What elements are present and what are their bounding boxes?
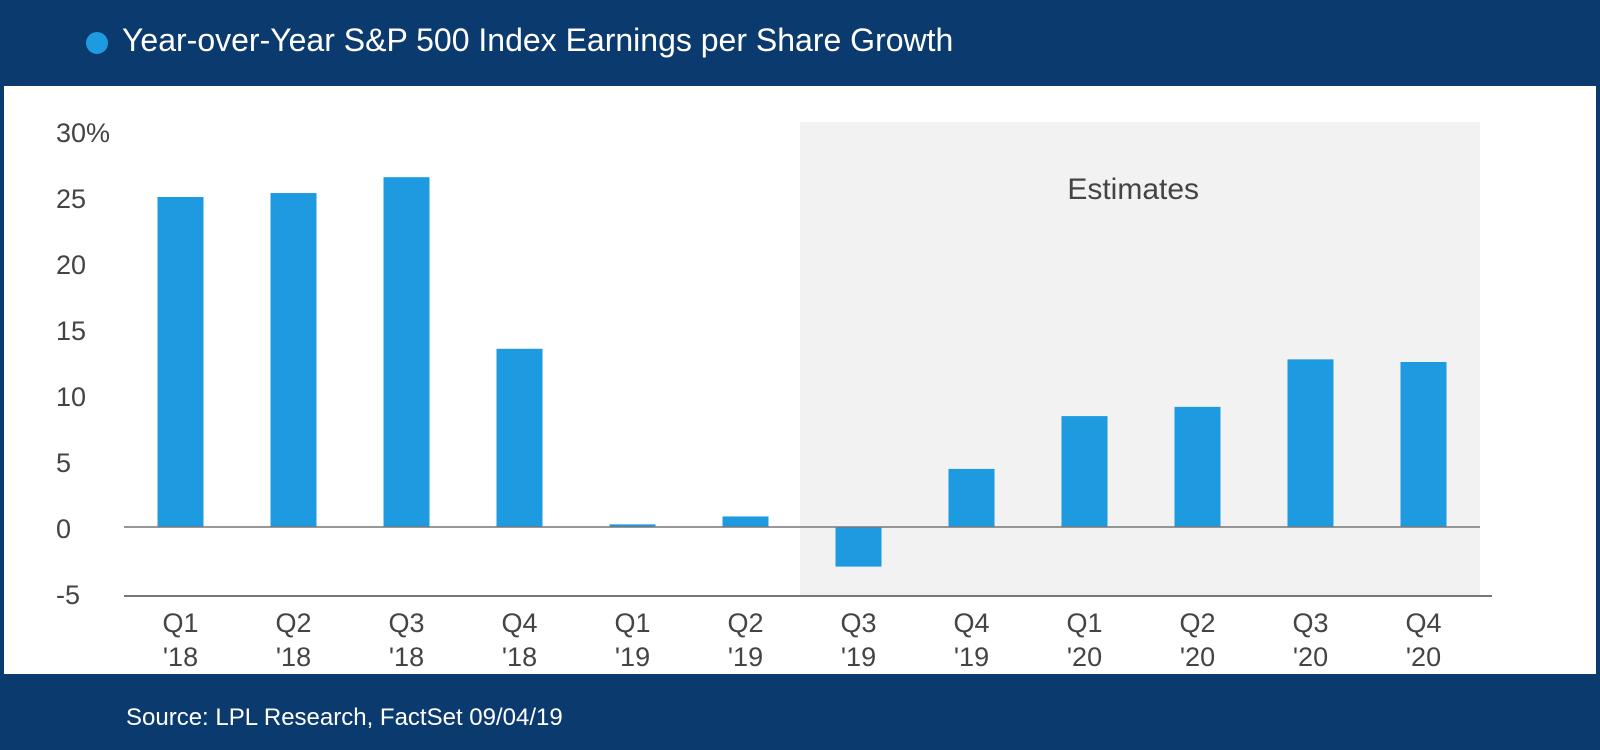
x-tick-label-quarter: Q1	[614, 608, 650, 638]
bar	[1174, 406, 1221, 527]
chart-panel: Estimates -5 0 5 10 15 20 25 30% Q1 '18 Q2 '18 Q3 '18 Q…	[4, 86, 1596, 674]
x-tick-label-year: '20	[1293, 642, 1328, 672]
x-tick-label-quarter: Q4	[501, 608, 537, 638]
x-tick-label-year: '18	[163, 642, 198, 672]
x-tick-label-quarter: Q1	[1066, 608, 1102, 638]
x-tick-label-year: '19	[728, 642, 763, 672]
y-tick-label: 20	[56, 250, 86, 280]
header-bar: Year-over-Year S&P 500 Index Earnings pe…	[0, 0, 1600, 86]
y-tick-label: -5	[56, 580, 80, 610]
y-tick-label: 5	[56, 448, 71, 478]
x-tick-label-quarter: Q2	[727, 608, 763, 638]
footer-bar: Source: LPL Research, FactSet 09/04/19	[0, 674, 1600, 750]
x-tick-label-quarter: Q2	[275, 608, 311, 638]
x-tick-label-year: '20	[1406, 642, 1441, 672]
x-tick-label-quarter: Q2	[1179, 608, 1215, 638]
bar	[948, 468, 995, 527]
x-tick-label-quarter: Q3	[1292, 608, 1328, 638]
x-tick-label-quarter: Q3	[388, 608, 424, 638]
x-tick-label-quarter: Q1	[162, 608, 198, 638]
bar	[609, 524, 656, 527]
estimates-band	[800, 122, 1480, 596]
bar	[1061, 416, 1108, 527]
y-tick-label: 10	[56, 382, 86, 412]
x-tick-label-year: '18	[502, 642, 537, 672]
x-tick-label-year: '19	[954, 642, 989, 672]
x-tick-label-year: '18	[276, 642, 311, 672]
bar	[835, 527, 882, 567]
estimates-label: Estimates	[1067, 173, 1199, 206]
bullet-dot-icon	[86, 32, 108, 54]
x-tick-label-year: '20	[1180, 642, 1215, 672]
x-tick-label-quarter: Q4	[1405, 608, 1441, 638]
y-tick-label: 30%	[56, 118, 110, 148]
source-note: Source: LPL Research, FactSet 09/04/19	[126, 704, 563, 731]
bar	[1400, 362, 1447, 527]
y-tick-label: 15	[56, 316, 86, 346]
x-tick-label-year: '20	[1067, 642, 1102, 672]
x-tick-label-year: '18	[389, 642, 424, 672]
y-tick-label: 0	[56, 514, 71, 544]
x-tick-label-quarter: Q4	[953, 608, 989, 638]
bar	[1287, 359, 1334, 527]
y-tick-label: 25	[56, 184, 86, 214]
chart-title: Year-over-Year S&P 500 Index Earnings pe…	[122, 22, 954, 58]
x-tick-label-year: '19	[841, 642, 876, 672]
bar	[383, 177, 430, 527]
bar	[496, 348, 543, 527]
bar	[270, 193, 317, 527]
bar	[722, 516, 769, 527]
bar-chart: Estimates -5 0 5 10 15 20 25 30% Q1 '18 Q2 '18 Q3 '18 Q…	[56, 118, 1492, 672]
x-tick-label-quarter: Q3	[840, 608, 876, 638]
x-tick-label-year: '19	[615, 642, 650, 672]
bar	[157, 197, 204, 527]
